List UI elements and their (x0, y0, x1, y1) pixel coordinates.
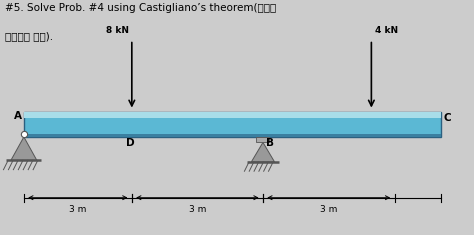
Bar (24, 112, 441, 118)
Text: C: C (444, 113, 451, 123)
Text: 4 kN: 4 kN (375, 26, 398, 35)
Text: D: D (126, 137, 135, 148)
Polygon shape (251, 142, 274, 162)
Polygon shape (11, 137, 37, 160)
Text: 3 m: 3 m (320, 205, 337, 214)
Text: 3 m: 3 m (189, 205, 206, 214)
Text: 3 m: 3 m (69, 205, 87, 214)
Bar (24, 134, 441, 137)
Bar (24, 112, 441, 137)
Text: B: B (266, 137, 273, 148)
Bar (256, 137, 269, 142)
Text: A: A (14, 111, 22, 121)
Text: 리아노의 정리).: 리아노의 정리). (5, 31, 54, 41)
Text: 8 kN: 8 kN (106, 26, 129, 35)
Text: #5. Solve Prob. #4 using Castigliano’s theorem(카스틸: #5. Solve Prob. #4 using Castigliano’s t… (5, 3, 277, 13)
